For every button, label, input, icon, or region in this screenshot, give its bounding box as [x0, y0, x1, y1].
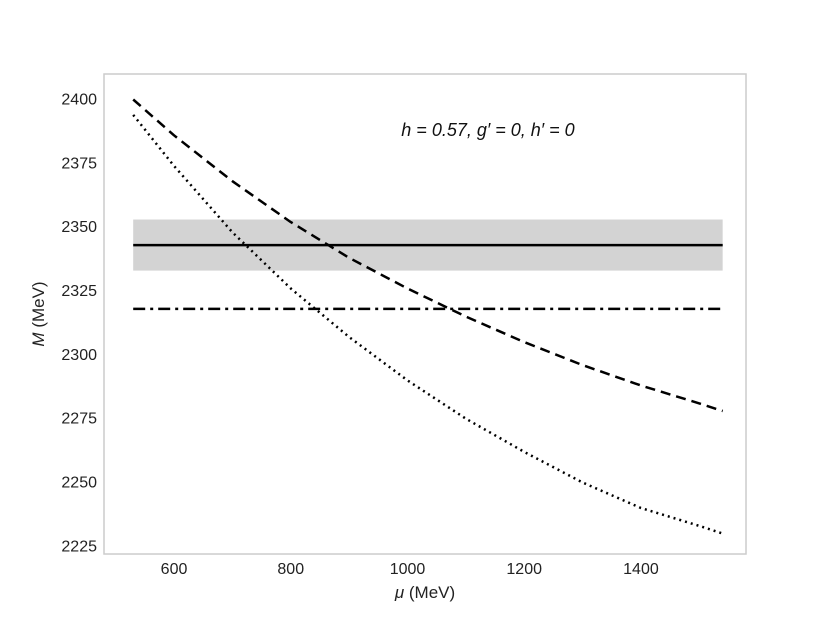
y-tick-label: 2225 [61, 538, 97, 555]
x-tick-label: 1200 [506, 561, 542, 578]
series-line-dotted [132, 114, 724, 535]
series-layer [132, 98, 724, 535]
y-tick-label: 2375 [61, 155, 97, 172]
plot-frame [103, 73, 747, 555]
annotation-label: h = 0.57, g′ = 0, h′ = 0 [401, 120, 574, 140]
x-tick-label: 800 [277, 561, 304, 578]
y-axis-label: M (MeV) [29, 281, 48, 346]
y-tick-label: 2325 [61, 283, 97, 300]
x-tick-label: 1000 [390, 561, 426, 578]
y-tick-label: 2250 [61, 475, 97, 492]
x-axis-label: μ (MeV) [394, 583, 455, 602]
y-tick-label: 2400 [61, 92, 97, 109]
y-tick-label: 2300 [61, 347, 97, 364]
series-line-dashed [132, 98, 724, 413]
x-tick-label: 1400 [623, 561, 659, 578]
x-tick-labels: 600 800 1000 1200 1400 [161, 561, 659, 578]
y-tick-label: 2275 [61, 411, 97, 428]
y-tick-label: 2350 [61, 219, 97, 236]
plot-background [104, 74, 746, 554]
x-tick-label: 600 [161, 561, 188, 578]
y-tick-labels: 2225 2250 2275 2300 2325 2350 2375 2400 [61, 92, 97, 556]
